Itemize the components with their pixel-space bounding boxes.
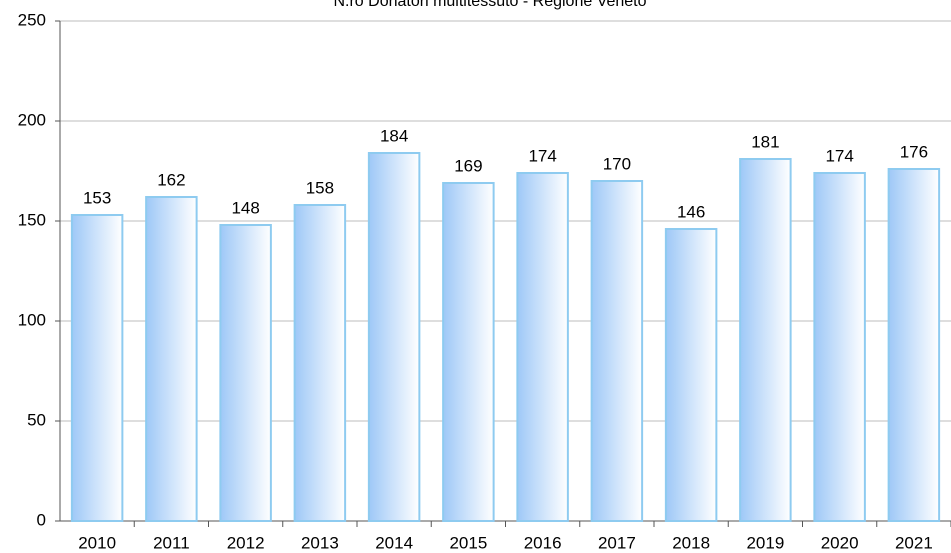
x-tick-label: 2012 [227, 533, 265, 552]
data-label: 162 [157, 170, 185, 189]
data-label: 176 [900, 142, 928, 161]
x-tick-label: 2013 [301, 533, 339, 552]
x-tick-label: 2010 [78, 533, 116, 552]
data-label: 169 [454, 156, 482, 175]
bar [442, 182, 495, 522]
bar [516, 172, 569, 522]
x-tick-label: 2019 [746, 533, 784, 552]
y-tick-label: 0 [37, 510, 46, 529]
y-tick-label: 150 [18, 210, 46, 229]
data-label: 174 [825, 146, 853, 165]
bar [664, 228, 718, 522]
bar [293, 204, 347, 522]
bar [590, 180, 644, 522]
data-label: 158 [306, 178, 334, 197]
data-label: 181 [751, 132, 779, 151]
bar [887, 168, 941, 522]
bar [367, 152, 421, 522]
x-tick-label: 2014 [375, 533, 413, 552]
x-tick-label: 2020 [821, 533, 859, 552]
bar [70, 214, 124, 522]
chart-title: N.ro Donatori multitessuto - Regione Ven… [333, 0, 646, 10]
data-label: 146 [677, 202, 705, 221]
bar [219, 224, 272, 522]
x-tick-label: 2021 [895, 533, 933, 552]
data-label: 174 [528, 146, 556, 165]
bar [813, 172, 866, 522]
y-tick-label: 100 [18, 310, 46, 329]
data-label: 184 [380, 126, 408, 145]
bar [739, 158, 792, 522]
data-label: 148 [231, 198, 259, 217]
x-tick-label: 2017 [598, 533, 636, 552]
y-tick-label: 200 [18, 110, 46, 129]
x-tick-label: 2015 [449, 533, 487, 552]
data-label: 170 [603, 154, 631, 173]
x-tick-label: 2016 [524, 533, 562, 552]
x-tick-label: 2018 [672, 533, 710, 552]
bar [145, 196, 198, 522]
x-tick-label: 2011 [153, 533, 190, 552]
y-tick-label: 50 [27, 410, 46, 429]
data-label: 153 [83, 188, 111, 207]
y-tick-label: 250 [18, 10, 46, 29]
